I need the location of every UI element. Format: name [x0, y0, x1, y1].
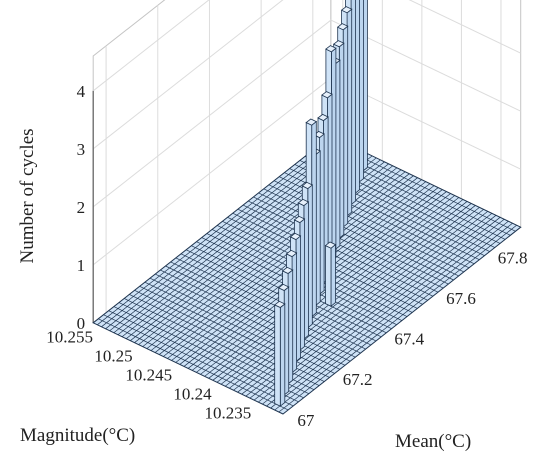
- x-tick-labels: 67 67.2 67.4 67.6 67.8: [297, 248, 527, 429]
- floor-gridline: [97, 137, 336, 326]
- z-gridline: [92, 0, 521, 150]
- floor-gridline: [242, 204, 434, 297]
- x-axis-title: Mean(°C): [395, 431, 471, 452]
- y-tick-label: 10.245: [125, 366, 172, 385]
- z-tick-label: 0: [77, 314, 86, 333]
- z-tick-label: 2: [77, 198, 86, 217]
- z-tick-label: 3: [77, 140, 86, 159]
- y-tick-label: 10.24: [173, 385, 212, 404]
- x-tick-label: 67.6: [446, 289, 476, 308]
- x-tick-label: 67: [297, 411, 315, 430]
- z-gridline: [92, 0, 210, 92]
- z-axis-title: Number of cycles: [17, 128, 38, 263]
- y-axis-title: Magnitude(°C): [20, 425, 135, 446]
- floor-gridline: [253, 196, 444, 289]
- bars-group: [273, 0, 368, 407]
- back-panels: [92, 0, 522, 324]
- x-tick-label: 67.4: [394, 330, 424, 349]
- floor-gridline: [105, 141, 344, 330]
- floor-gridline: [158, 167, 398, 355]
- bar-lone: [324, 241, 337, 308]
- z-gridline: [92, 19, 521, 208]
- floor-gridline: [163, 169, 402, 357]
- floor-gridline: [248, 200, 439, 293]
- floor-gridline: [268, 184, 459, 277]
- bar-ridge: [273, 300, 286, 407]
- y-tick-label: 10.25: [94, 347, 132, 366]
- floor-gridline: [258, 192, 449, 285]
- z-tick-labels: 0 1 2 3 4: [77, 82, 86, 333]
- floor-gridline: [263, 188, 454, 281]
- y-tick-label: 10.235: [204, 404, 251, 423]
- z-tick-label: 4: [77, 82, 86, 101]
- z-tick-label: 1: [77, 256, 86, 275]
- y-tick-label: 10.255: [46, 328, 93, 347]
- floor-gridline: [101, 139, 340, 328]
- x-tick-label: 67.2: [343, 370, 373, 389]
- x-tick-label: 67.8: [498, 248, 528, 267]
